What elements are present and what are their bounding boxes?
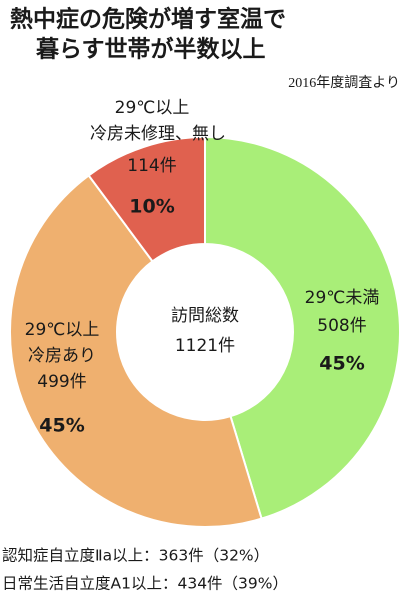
slice — [204, 135, 401, 520]
center-total: 1121件 — [175, 336, 235, 356]
slice-label: 29℃以上 — [115, 98, 190, 118]
slice — [9, 174, 263, 528]
chart-subtitle: 2016年度調査より — [288, 75, 400, 91]
value-label: 508件 — [317, 316, 366, 336]
center-title: 訪問総数 — [171, 306, 239, 326]
chart-title-line: 暮らす世帯が半数以上 — [35, 36, 266, 63]
note: 日常生活自立度A1以上：434件（39%） — [2, 575, 288, 593]
slices — [9, 135, 401, 528]
chart-title-line: 熱中症の危険が増す室温で — [10, 6, 286, 33]
percent-label: 45% — [319, 353, 364, 375]
slice-label: 29℃以上 — [25, 320, 100, 340]
percent-label: 45% — [39, 415, 84, 437]
slice — [87, 135, 206, 263]
value-label: 114件 — [127, 156, 176, 176]
value-label: 499件 — [37, 372, 86, 392]
slice-label: 29℃未満 — [305, 288, 380, 308]
note: 認知症自立度Ⅱa以上：363件（32%） — [2, 547, 269, 565]
slice-label: 冷房あり — [28, 346, 96, 366]
percent-label: 10% — [129, 196, 174, 218]
slice-label: 冷房未修理、無し — [90, 124, 226, 144]
